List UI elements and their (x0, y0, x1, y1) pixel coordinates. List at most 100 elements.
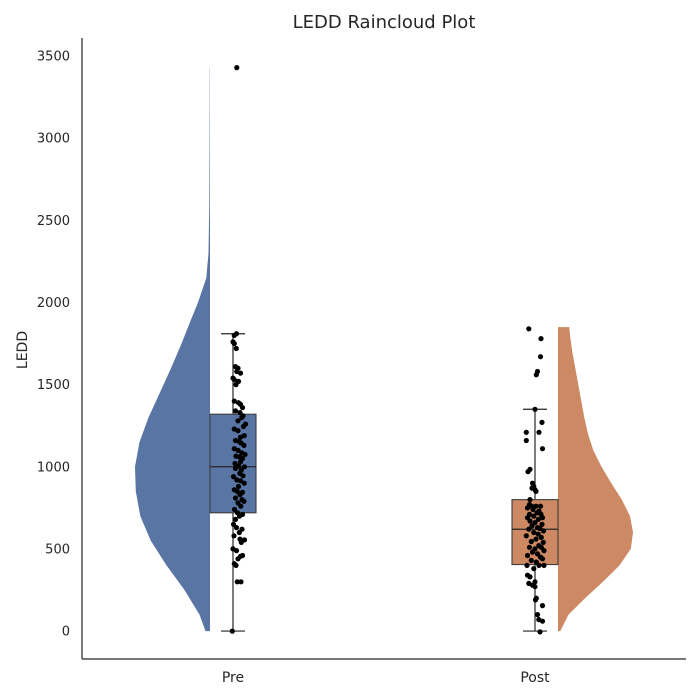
x-category-label: Post (520, 670, 550, 686)
pre-data-point (233, 345, 239, 352)
post-data-point (526, 544, 533, 550)
axis-labels: 0 500 1000 1500 2000 2500 3000 3500 Pre Post (37, 50, 550, 686)
post-data-point (525, 469, 531, 475)
post-data-point (531, 529, 537, 536)
pre-data-point (234, 65, 240, 71)
post-data-point (536, 562, 542, 569)
post-data-point (534, 612, 541, 618)
pre-data-point (239, 405, 246, 411)
y-tick-label: 1000 (37, 460, 70, 475)
pre-data-point (235, 556, 241, 562)
post-data-point (539, 603, 546, 609)
post-data-point (539, 515, 546, 521)
post-data-point (535, 531, 541, 537)
post-data-point (530, 506, 536, 513)
post-data-point (539, 446, 546, 452)
y-tick-label: 0 (62, 625, 70, 640)
pre-data-point (235, 447, 241, 453)
post-data-point (526, 326, 532, 332)
pre-data-point (238, 503, 244, 509)
y-tick-label: 2000 (37, 296, 70, 311)
y-tick-label: 500 (45, 542, 70, 557)
post-data-point (539, 521, 545, 527)
pre-data-point (239, 414, 245, 421)
pre-data-point (235, 483, 242, 490)
pre-data-point (237, 459, 244, 465)
pre-data-point (229, 628, 235, 634)
pre-data-point (240, 423, 247, 430)
post-data-point (533, 536, 539, 542)
pre-data-point (238, 539, 244, 546)
pre-data-point (231, 398, 237, 404)
post-data-point (538, 534, 544, 541)
pre-data-point (232, 465, 239, 471)
pre-data-point (233, 525, 240, 531)
pre-data-point (237, 434, 244, 440)
y-tick-label: 3000 (37, 132, 70, 147)
pre-data-point (233, 548, 240, 554)
post-data-point (540, 539, 546, 546)
post-data-point (539, 618, 546, 624)
post-data-point (526, 526, 532, 532)
post-data-point (534, 510, 540, 516)
pre-data-point (230, 521, 237, 527)
x-category-label: Pre (222, 670, 244, 686)
post-data-point (533, 488, 539, 494)
pre-data-point (232, 516, 239, 523)
post-data-point (523, 429, 529, 435)
post-data-point (523, 437, 529, 444)
post-data-point (523, 533, 529, 539)
post-data-point (541, 548, 547, 554)
post-data-point (531, 566, 537, 572)
post-data-point (524, 552, 531, 559)
pre-cloud-violin (135, 67, 210, 632)
post-data-point (533, 503, 539, 509)
pre-data-point (236, 513, 243, 519)
pre-data-point (236, 529, 242, 536)
pre-data-point (237, 370, 244, 376)
post-data-point (539, 419, 545, 425)
pre-data-point (231, 506, 238, 513)
post-data-point (529, 523, 535, 529)
post-data-point (532, 597, 539, 603)
post-data-point (527, 574, 533, 580)
post-data-point (532, 406, 538, 412)
pre-data-point (231, 377, 237, 383)
pre-data-point (242, 451, 248, 458)
post-data-point (528, 538, 534, 545)
post-data-point (531, 513, 537, 519)
pre-data-point (237, 410, 243, 416)
post-data-point (537, 629, 543, 635)
pre-data-point (234, 579, 240, 585)
post-data-point (524, 562, 530, 569)
pre-data-point (230, 474, 237, 480)
pre-data-point (237, 492, 243, 498)
pre-data-point (241, 464, 248, 470)
pre-data-point (235, 418, 241, 424)
chart-title: LEDD Raincloud Plot (293, 12, 476, 33)
pre-data-point (231, 533, 237, 539)
post-cloud-violin (558, 327, 633, 632)
pre-data-point (241, 480, 247, 486)
post-data-point (540, 528, 547, 534)
pre-data-point (237, 478, 244, 484)
post-data-point (524, 505, 531, 511)
y-axis-title: LEDD (15, 331, 31, 369)
post-data-point (537, 354, 544, 360)
pre-data-point (232, 495, 239, 501)
pre-data-point (232, 408, 239, 414)
y-tick-label: 1500 (37, 378, 70, 393)
post-data-point (537, 503, 544, 509)
pre-data-point (231, 332, 237, 338)
post-data-point (532, 520, 538, 526)
pre-data-point (233, 382, 239, 388)
pre-data-point (238, 579, 244, 585)
y-tick-label: 3500 (37, 50, 70, 65)
y-tick-label: 2500 (37, 214, 70, 229)
pre-data-point (241, 442, 247, 448)
pre-data-point (231, 341, 237, 347)
pre-data-point (235, 428, 241, 434)
post-data-point (533, 372, 539, 378)
post-data-point (538, 336, 544, 342)
